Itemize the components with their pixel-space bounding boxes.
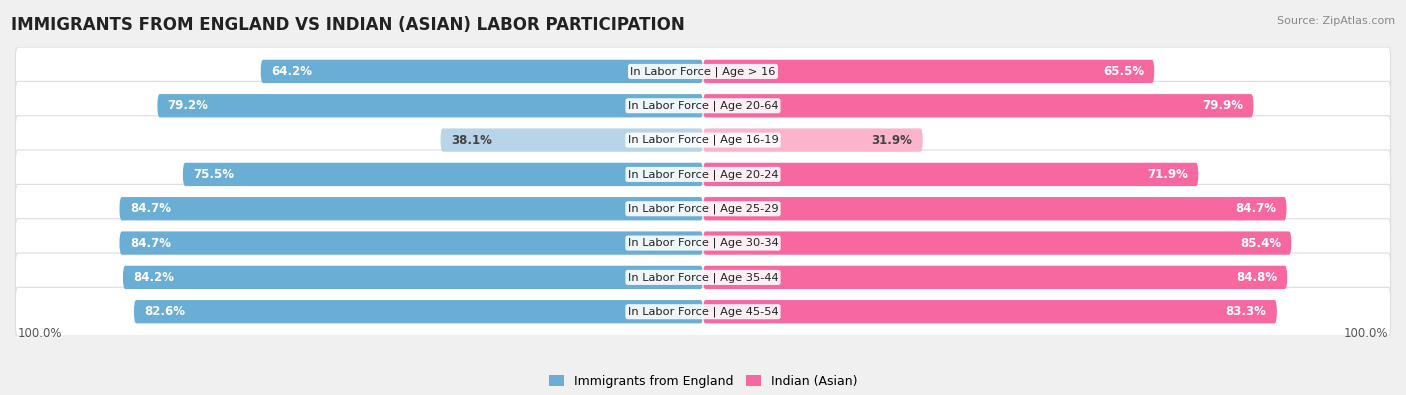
- FancyBboxPatch shape: [15, 219, 1391, 267]
- Text: 100.0%: 100.0%: [17, 327, 62, 340]
- FancyBboxPatch shape: [15, 150, 1391, 199]
- Text: In Labor Force | Age 25-29: In Labor Force | Age 25-29: [627, 203, 779, 214]
- Text: 79.2%: 79.2%: [167, 99, 208, 112]
- Text: In Labor Force | Age 30-34: In Labor Force | Age 30-34: [627, 238, 779, 248]
- FancyBboxPatch shape: [440, 128, 703, 152]
- FancyBboxPatch shape: [120, 231, 703, 255]
- Text: 64.2%: 64.2%: [271, 65, 312, 78]
- FancyBboxPatch shape: [134, 300, 703, 324]
- Legend: Immigrants from England, Indian (Asian): Immigrants from England, Indian (Asian): [544, 370, 862, 393]
- Text: 31.9%: 31.9%: [872, 134, 912, 147]
- FancyBboxPatch shape: [183, 163, 703, 186]
- Text: 84.7%: 84.7%: [129, 237, 170, 250]
- FancyBboxPatch shape: [703, 163, 1198, 186]
- FancyBboxPatch shape: [15, 81, 1391, 130]
- Text: IMMIGRANTS FROM ENGLAND VS INDIAN (ASIAN) LABOR PARTICIPATION: IMMIGRANTS FROM ENGLAND VS INDIAN (ASIAN…: [11, 16, 685, 34]
- FancyBboxPatch shape: [15, 253, 1391, 302]
- FancyBboxPatch shape: [15, 47, 1391, 96]
- Text: 100.0%: 100.0%: [1344, 327, 1389, 340]
- FancyBboxPatch shape: [157, 94, 703, 117]
- Text: 65.5%: 65.5%: [1102, 65, 1144, 78]
- Text: 84.7%: 84.7%: [129, 202, 170, 215]
- FancyBboxPatch shape: [703, 266, 1288, 289]
- FancyBboxPatch shape: [703, 300, 1277, 324]
- Text: In Labor Force | Age 20-64: In Labor Force | Age 20-64: [627, 100, 779, 111]
- Text: 85.4%: 85.4%: [1240, 237, 1281, 250]
- Text: 84.2%: 84.2%: [134, 271, 174, 284]
- FancyBboxPatch shape: [122, 266, 703, 289]
- Text: 84.7%: 84.7%: [1236, 202, 1277, 215]
- FancyBboxPatch shape: [15, 116, 1391, 164]
- FancyBboxPatch shape: [703, 231, 1291, 255]
- Text: In Labor Force | Age 45-54: In Labor Force | Age 45-54: [627, 307, 779, 317]
- FancyBboxPatch shape: [703, 128, 922, 152]
- Text: 82.6%: 82.6%: [145, 305, 186, 318]
- Text: 71.9%: 71.9%: [1147, 168, 1188, 181]
- FancyBboxPatch shape: [703, 60, 1154, 83]
- Text: Source: ZipAtlas.com: Source: ZipAtlas.com: [1277, 16, 1395, 26]
- FancyBboxPatch shape: [120, 197, 703, 220]
- Text: 84.8%: 84.8%: [1236, 271, 1277, 284]
- FancyBboxPatch shape: [703, 94, 1254, 117]
- Text: In Labor Force | Age 35-44: In Labor Force | Age 35-44: [627, 272, 779, 283]
- FancyBboxPatch shape: [15, 287, 1391, 336]
- Text: 79.9%: 79.9%: [1202, 99, 1243, 112]
- FancyBboxPatch shape: [703, 197, 1286, 220]
- Text: 38.1%: 38.1%: [451, 134, 492, 147]
- Text: In Labor Force | Age 20-24: In Labor Force | Age 20-24: [627, 169, 779, 180]
- Text: In Labor Force | Age > 16: In Labor Force | Age > 16: [630, 66, 776, 77]
- Text: 75.5%: 75.5%: [193, 168, 235, 181]
- FancyBboxPatch shape: [15, 184, 1391, 233]
- FancyBboxPatch shape: [260, 60, 703, 83]
- Text: 83.3%: 83.3%: [1226, 305, 1267, 318]
- Text: In Labor Force | Age 16-19: In Labor Force | Age 16-19: [627, 135, 779, 145]
